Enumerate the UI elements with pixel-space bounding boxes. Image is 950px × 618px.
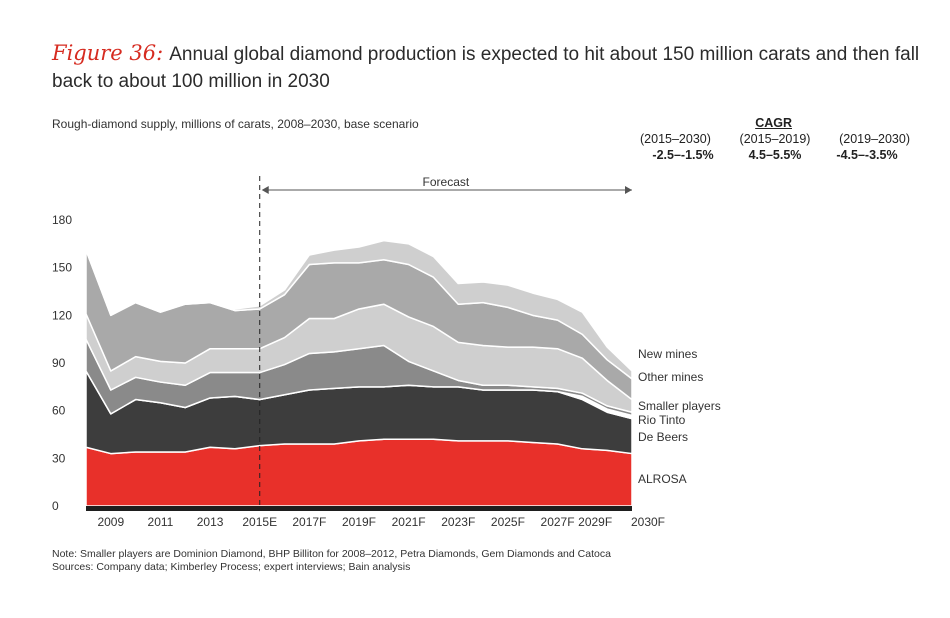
- x-tick-label: 2011: [148, 515, 174, 529]
- new-mines-upper-area: [85, 239, 633, 380]
- forecast-label: Forecast: [423, 175, 470, 189]
- legend-smaller-players: Smaller players: [638, 399, 721, 413]
- x-tick-label: 2029F: [578, 515, 612, 529]
- cagr-value: 4.5–5.5%: [748, 148, 802, 162]
- cagr-values: -2.5–-1.5% 4.5–5.5% -4.5–-3.5%: [640, 148, 910, 162]
- y-tick-label: 0: [52, 499, 59, 513]
- forecast-arrow-left: [261, 186, 269, 194]
- x-tick-label: 2023F: [441, 515, 475, 529]
- legend-alrosa: ALROSA: [638, 472, 687, 486]
- forecast-arrow-right: [625, 186, 632, 194]
- cagr-period: (2015–2030): [640, 132, 711, 146]
- legend-rio-tinto: Rio Tinto: [638, 413, 686, 427]
- cagr-period: (2015–2019): [739, 132, 811, 146]
- y-tick-label: 120: [52, 308, 72, 322]
- x-tick-label: 2009: [97, 515, 124, 529]
- legend-new-mines: New mines: [638, 347, 697, 361]
- y-tick-label: 150: [52, 261, 72, 275]
- footnotes: Note: Smaller players are Dominion Diamo…: [52, 548, 611, 574]
- title-text: Annual global diamond production is expe…: [52, 44, 920, 92]
- chart-subtitle: Rough-diamond supply, millions of carats…: [52, 117, 419, 131]
- y-tick-label: 60: [52, 404, 66, 418]
- x-tick-label: 2027F: [541, 515, 575, 529]
- axes: 0 30 60 90 120 150 180 2009 2011 2013 2015E 2017F 20…: [52, 175, 665, 529]
- page-title: Figure 36: Annual global diamond producti…: [52, 40, 922, 95]
- legend-de-beers: De Beers: [638, 430, 688, 444]
- figure-label: Figure 36:: [52, 41, 164, 65]
- area-layers: [85, 239, 633, 507]
- x-tick-label: 2021F: [392, 515, 426, 529]
- cagr-periods: (2015–2030) (2015–2019) (2019–2030): [640, 132, 910, 146]
- x-tick-label: 2030F: [631, 515, 665, 529]
- cagr-panel: CAGR (2015–2030) (2015–2019) (2019–2030)…: [640, 116, 910, 162]
- cagr-header: CAGR: [755, 116, 792, 130]
- x-axis-line: [86, 506, 632, 511]
- y-tick-label: 180: [52, 213, 72, 227]
- x-tick-label: 2025F: [491, 515, 525, 529]
- sources-text: Sources: Company data; Kimberley Process…: [52, 561, 411, 573]
- cagr-period: (2019–2030): [839, 132, 910, 146]
- x-tick-label: 2015E: [242, 515, 277, 529]
- cagr-value: -2.5–-1.5%: [652, 148, 714, 162]
- y-tick-label: 90: [52, 356, 66, 370]
- x-tick-label: 2013: [197, 515, 224, 529]
- cagr-value: -4.5–-3.5%: [836, 148, 898, 162]
- legend-other-mines: Other mines: [638, 370, 703, 384]
- note-text: Note: Smaller players are Dominion Diamo…: [52, 548, 611, 560]
- x-tick-label: 2017F: [292, 515, 326, 529]
- x-tick-label: 2019F: [342, 515, 376, 529]
- y-tick-label: 30: [52, 451, 66, 465]
